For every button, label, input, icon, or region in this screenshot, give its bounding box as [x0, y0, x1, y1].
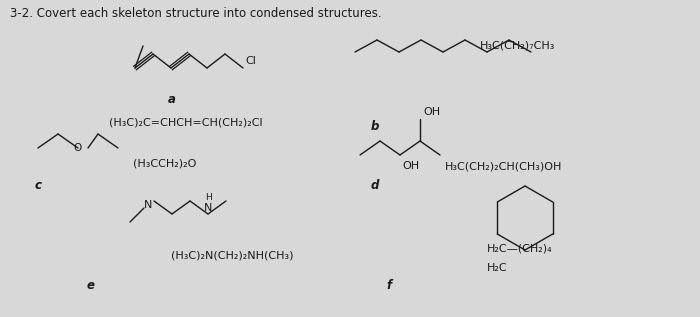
- Text: N: N: [204, 203, 212, 213]
- Text: 3-2. Covert each skeleton structure into condensed structures.: 3-2. Covert each skeleton structure into…: [10, 7, 382, 20]
- Text: f: f: [386, 279, 391, 292]
- Text: H₃C(CH₂)₇CH₃: H₃C(CH₂)₇CH₃: [480, 41, 555, 51]
- Text: (H₃CCH₂)₂O: (H₃CCH₂)₂O: [133, 158, 197, 168]
- Text: (H₃C)₂C=CHCH=CH(CH₂)₂Cl: (H₃C)₂C=CHCH=CH(CH₂)₂Cl: [108, 117, 262, 127]
- Text: (H₃C)₂N(CH₂)₂NH(CH₃): (H₃C)₂N(CH₂)₂NH(CH₃): [172, 250, 294, 260]
- Text: b: b: [370, 120, 379, 133]
- Text: H₃C(CH₂)₂CH(CH₃)OH: H₃C(CH₂)₂CH(CH₃)OH: [444, 161, 562, 171]
- Text: N: N: [144, 200, 152, 210]
- Text: e: e: [87, 279, 95, 292]
- Text: OH: OH: [423, 107, 440, 117]
- Text: H₂C—(CH₂)₄: H₂C—(CH₂)₄: [486, 244, 552, 254]
- Text: a: a: [167, 93, 176, 107]
- Text: d: d: [370, 179, 379, 192]
- Text: H: H: [204, 193, 211, 203]
- Text: O: O: [74, 143, 82, 153]
- Text: OH: OH: [402, 161, 419, 171]
- Text: Cl: Cl: [245, 56, 256, 66]
- Text: c: c: [35, 179, 42, 192]
- Text: H₂C: H₂C: [486, 263, 507, 273]
